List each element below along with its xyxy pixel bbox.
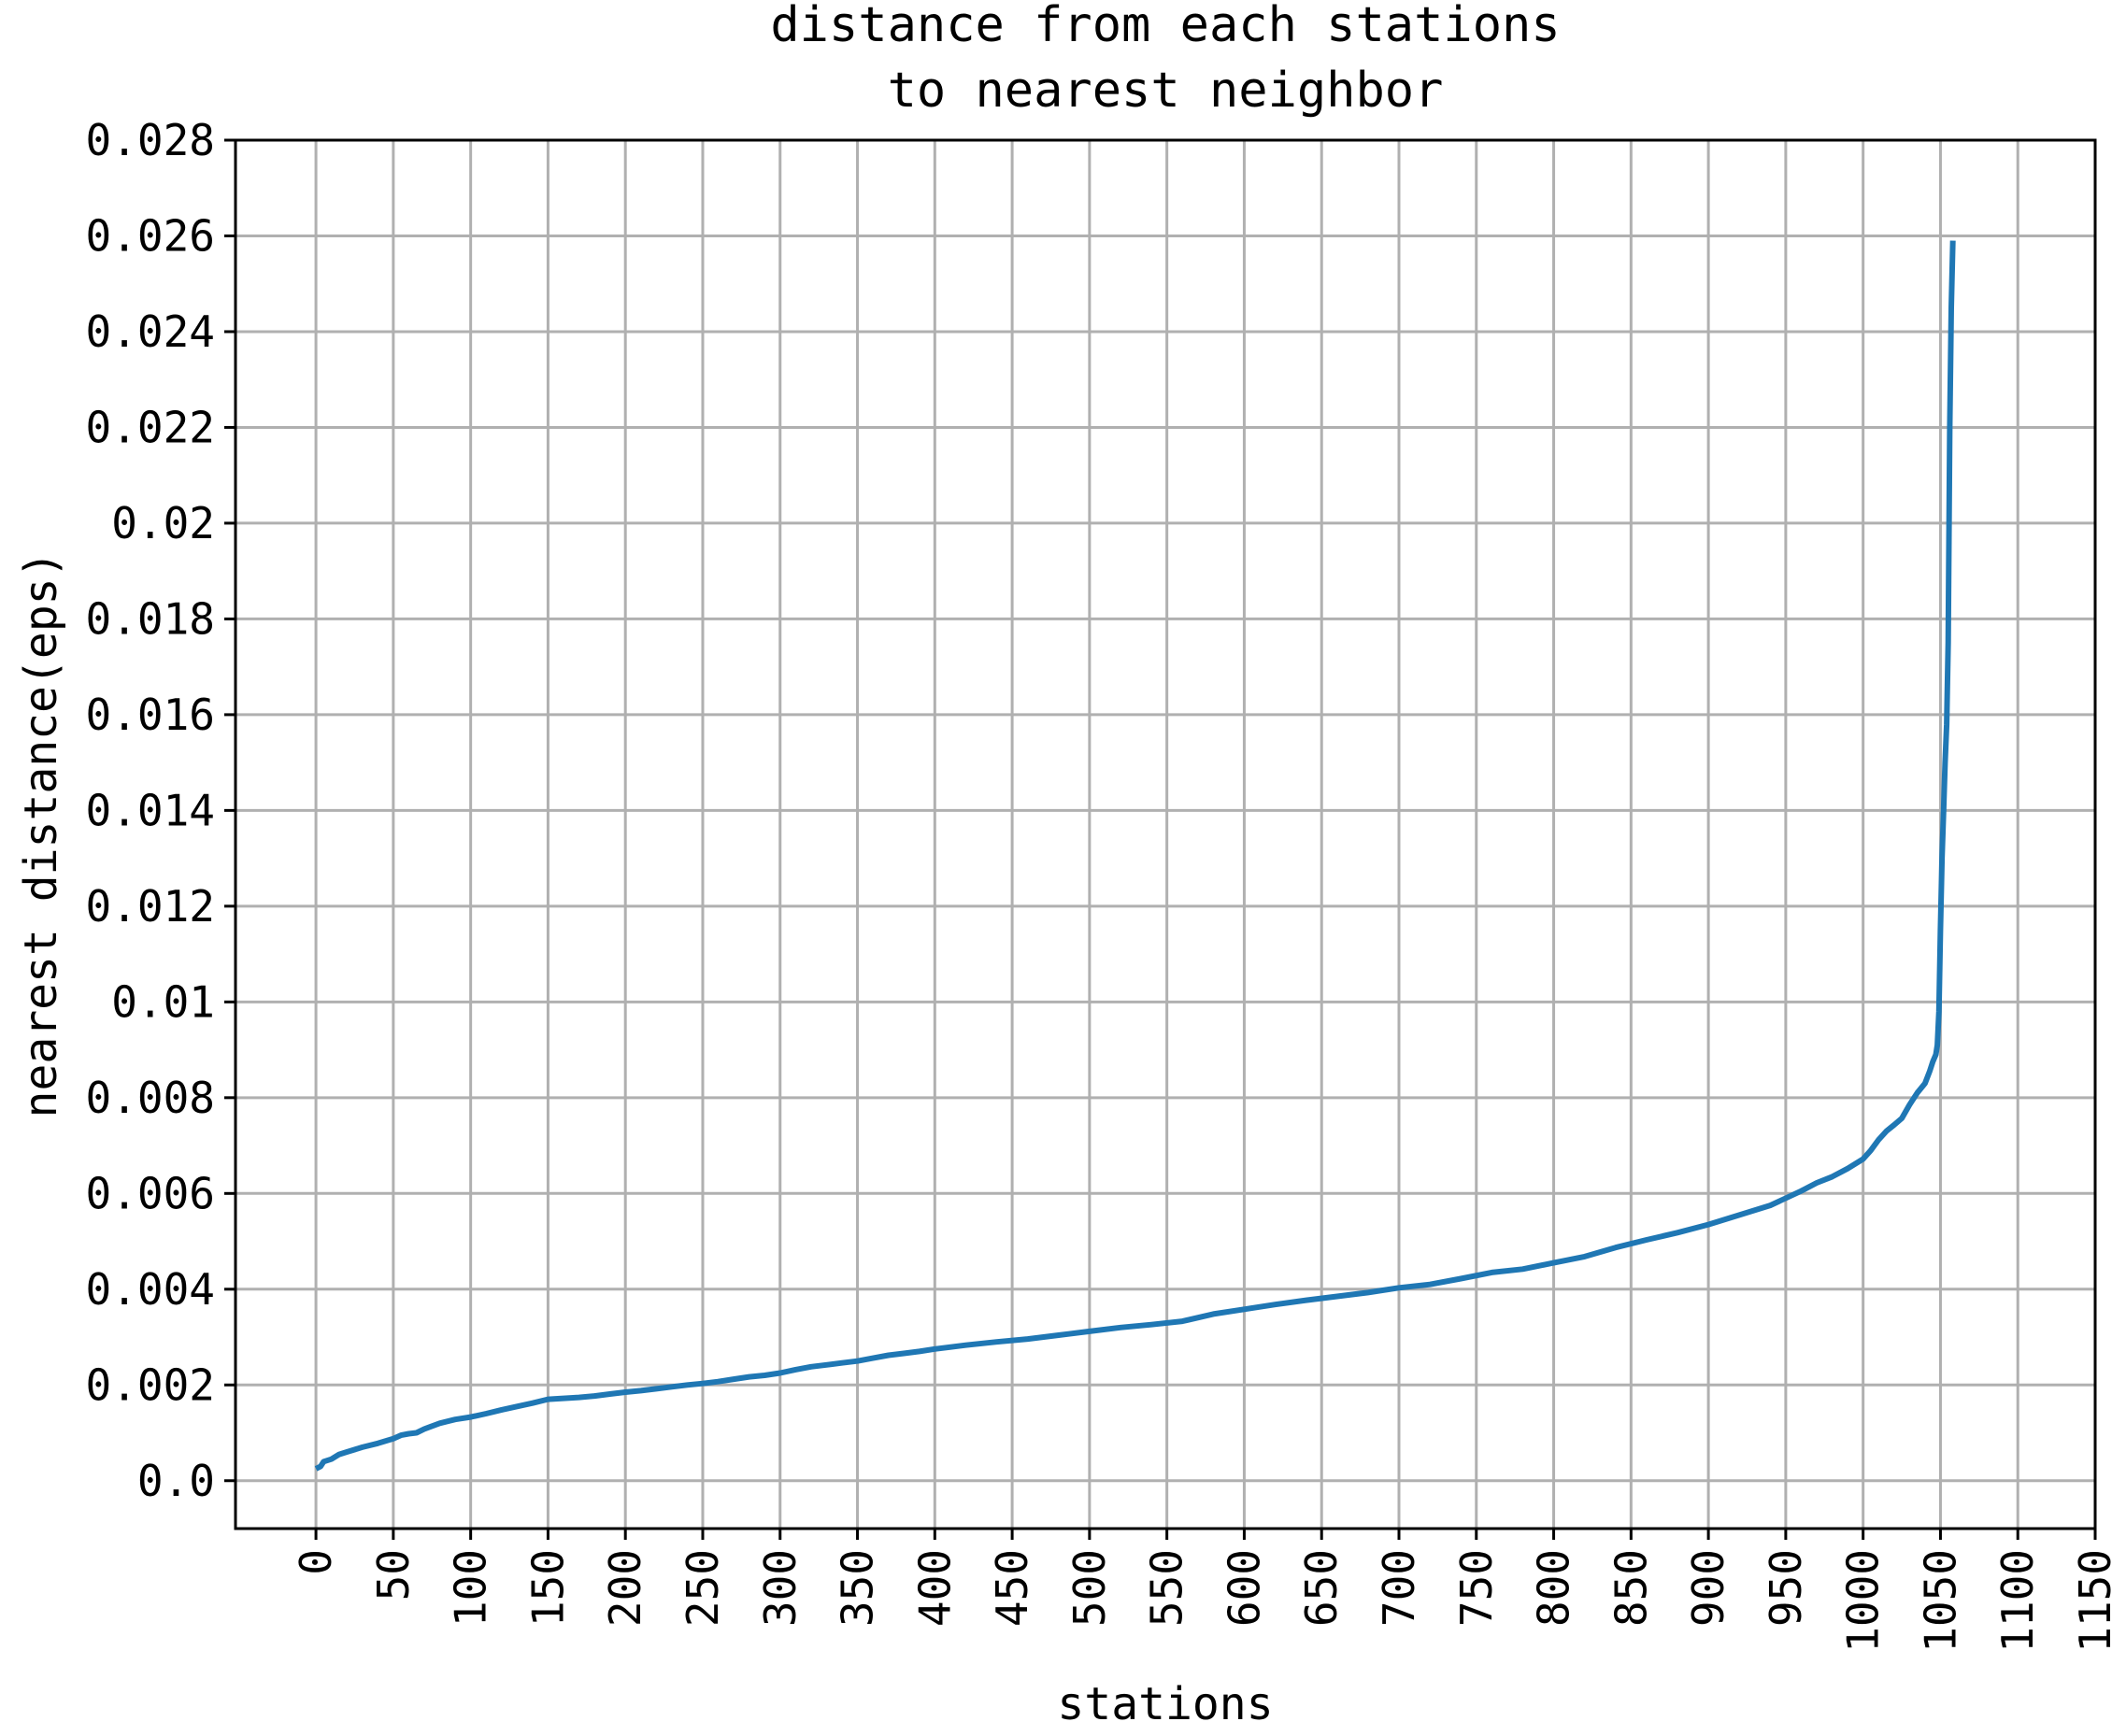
y-tick-label: 0.016: [86, 690, 215, 740]
x-tick-label: 1100: [1992, 1549, 2043, 1653]
x-tick-label: 550: [1142, 1549, 1192, 1627]
x-tick-label: 450: [987, 1549, 1037, 1627]
x-tick-label: 800: [1529, 1549, 1579, 1627]
x-axis-ticks: 0 50 100 150 200 250 300 350 400 450 500 550 600 650 7…: [291, 1529, 2112, 1653]
y-tick-label: 0.0: [137, 1456, 215, 1506]
x-tick-label: 600: [1219, 1549, 1269, 1627]
x-tick-label: 0: [291, 1549, 341, 1575]
x-tick-label: 50: [368, 1549, 419, 1601]
y-tick-label: 0.008: [86, 1073, 215, 1123]
y-tick-label: 0.002: [86, 1359, 215, 1410]
y-tick-label: 0.014: [86, 785, 215, 835]
chart-title-line-1: distance from each stations: [770, 0, 1560, 53]
y-tick-label: 0.024: [86, 306, 215, 357]
x-axis-label: stations: [1057, 1678, 1273, 1730]
x-tick-label: 1000: [1838, 1549, 1889, 1653]
x-tick-label: 100: [446, 1549, 496, 1627]
x-tick-label: 200: [600, 1549, 650, 1627]
series-line: [314, 240, 1956, 1472]
plot-frame: [234, 138, 2097, 1530]
x-tick-label: 850: [1605, 1549, 1656, 1627]
x-tick-label: 400: [909, 1549, 960, 1627]
x-tick-label: 250: [678, 1549, 728, 1627]
x-tick-label: 500: [1064, 1549, 1115, 1627]
x-tick-label: 900: [1683, 1549, 1734, 1627]
x-tick-label: 700: [1374, 1549, 1424, 1627]
y-tick-label: 0.012: [86, 881, 215, 932]
x-tick-label: 650: [1296, 1549, 1347, 1627]
series-layer: [314, 240, 1956, 1472]
x-tick-label: 750: [1451, 1549, 1502, 1627]
y-tick-label: 0.018: [86, 593, 215, 644]
y-tick-label: 0.02: [111, 498, 215, 548]
x-tick-label: 950: [1761, 1549, 1811, 1627]
y-tick-label: 0.026: [86, 210, 215, 261]
y-tick-label: 0.006: [86, 1168, 215, 1218]
y-tick-label: 0.01: [111, 976, 215, 1027]
y-axis-ticks: 0.0 0.002 0.004 0.006 0.008 0.01 0.012 0.014 0.0…: [86, 115, 235, 1506]
x-tick-label: 1150: [2070, 1549, 2112, 1653]
y-axis-label: nearest distance(eps): [15, 551, 67, 1118]
y-tick-label: 0.022: [86, 402, 215, 452]
chart-title-line-2: to nearest neighbor: [888, 63, 1444, 119]
x-tick-label: 1050: [1915, 1549, 1965, 1653]
x-tick-label: 350: [833, 1549, 883, 1627]
x-tick-label: 300: [755, 1549, 806, 1627]
y-tick-label: 0.004: [86, 1264, 215, 1315]
y-tick-label: 0.028: [86, 115, 215, 165]
x-tick-label: 150: [522, 1549, 573, 1627]
